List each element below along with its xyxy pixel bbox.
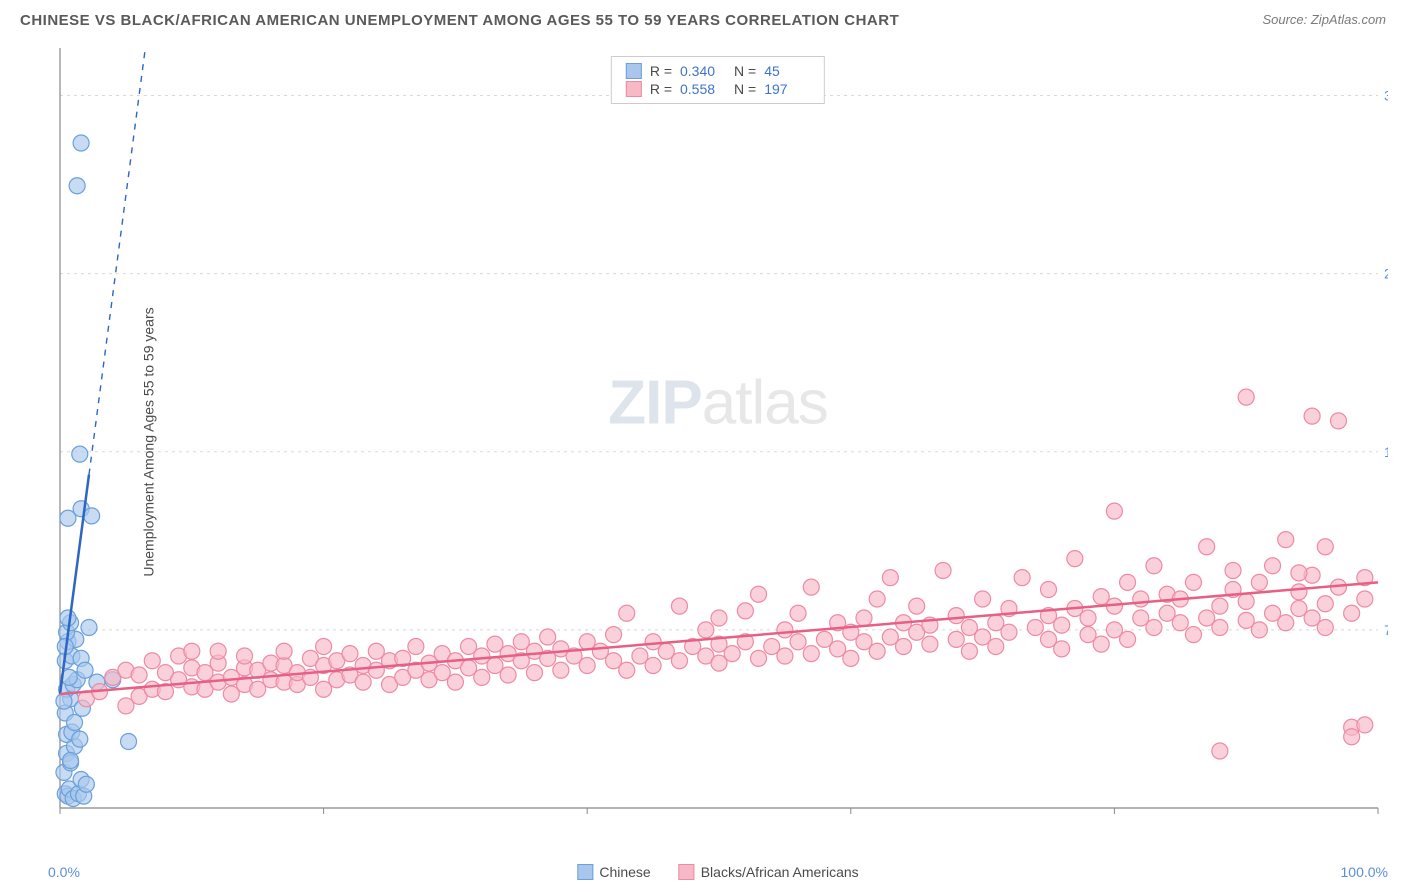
legend-label: Blacks/African Americans [701, 864, 859, 880]
legend-r-label: R = [650, 81, 672, 97]
legend-r-label: R = [650, 63, 672, 79]
legend-row: R = 0.340 N = 45 [626, 63, 810, 79]
chart-source: Source: ZipAtlas.com [1262, 12, 1386, 27]
legend-row: R = 0.558 N = 197 [626, 81, 810, 97]
legend-series: Chinese Blacks/African Americans [577, 864, 858, 880]
svg-text:30.0%: 30.0% [1384, 88, 1388, 104]
svg-text:15.0%: 15.0% [1384, 444, 1388, 460]
legend-item: Blacks/African Americans [679, 864, 859, 880]
svg-text:7.5%: 7.5% [1384, 622, 1388, 638]
legend-r-value: 0.558 [680, 81, 726, 97]
legend-n-value: 197 [764, 81, 810, 97]
legend-swatch [626, 81, 642, 97]
legend-r-value: 0.340 [680, 63, 726, 79]
legend-swatch [577, 864, 593, 880]
chart-area: Unemployment Among Ages 55 to 59 years 7… [48, 48, 1388, 836]
legend-n-label: N = [734, 81, 756, 97]
legend-item: Chinese [577, 864, 650, 880]
legend-label: Chinese [599, 864, 650, 880]
svg-text:22.5%: 22.5% [1384, 266, 1388, 282]
scatter-chart: 7.5% 15.0% 22.5% 30.0% [48, 48, 1388, 836]
chart-header: CHINESE VS BLACK/AFRICAN AMERICAN UNEMPL… [0, 0, 1406, 35]
legend-correlation: R = 0.340 N = 45 R = 0.558 N = 197 [611, 56, 825, 104]
chart-title: CHINESE VS BLACK/AFRICAN AMERICAN UNEMPL… [20, 12, 899, 29]
x-axis-max-label: 100.0% [1341, 864, 1388, 880]
legend-swatch [679, 864, 695, 880]
legend-n-value: 45 [764, 63, 810, 79]
x-axis-min-label: 0.0% [48, 864, 80, 880]
y-axis-label: Unemployment Among Ages 55 to 59 years [141, 307, 157, 576]
legend-swatch [626, 63, 642, 79]
legend-n-label: N = [734, 63, 756, 79]
